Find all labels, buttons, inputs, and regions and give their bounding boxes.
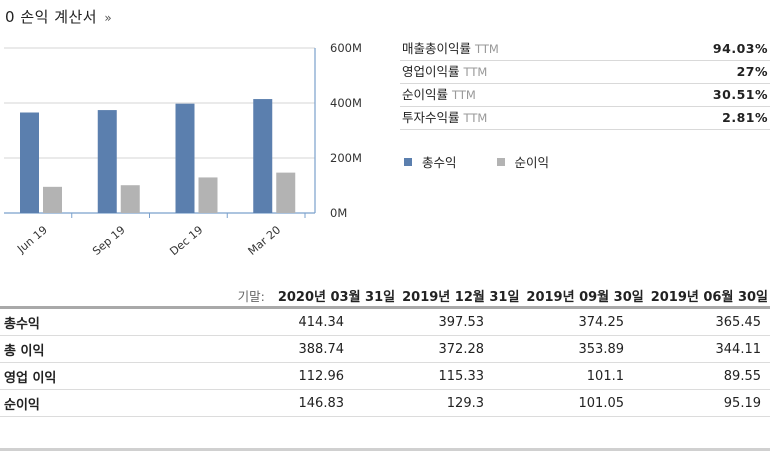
cell-value: 372.28	[438, 341, 485, 357]
legend-label: 순이익	[514, 155, 550, 170]
cell-value: 388.74	[298, 341, 345, 357]
cell-value: 95.19	[723, 395, 761, 411]
column-header: 2020년 03월 31일	[277, 289, 396, 305]
y-tick-label: 0M	[330, 206, 347, 220]
y-tick-label: 600M	[330, 41, 362, 55]
row-label: 총수익	[4, 316, 40, 332]
bar-net-income	[120, 185, 140, 213]
ratio-row-gross-margin: 매출총이익률 TTM 94.03%	[400, 38, 770, 61]
title-bullet: 0	[5, 8, 16, 26]
table-row: 순이익 146.83 129.3 101.05 95.19	[0, 390, 770, 417]
ratio-row-net-margin: 순이익률 TTM 30.51%	[400, 84, 770, 107]
chart-legend: 총수익 순이익	[404, 152, 589, 171]
cell-value: 344.11	[715, 341, 762, 357]
ratio-value: 27%	[736, 64, 768, 79]
x-tick-label: Dec 19	[167, 223, 205, 258]
ratio-ttm: TTM	[452, 88, 476, 102]
income-table: 기말: 2020년 03월 31일 2019년 12월 31일 2019년 09…	[0, 284, 770, 417]
ratio-ttm: TTM	[475, 42, 499, 56]
cell-value: 414.34	[298, 314, 345, 330]
ratio-row-roi: 투자수익률 TTM 2.81%	[400, 107, 770, 130]
cell-value: 374.25	[578, 314, 625, 330]
column-header: 2019년 06월 30일	[650, 289, 768, 305]
bar-revenue	[253, 99, 273, 213]
row-label: 영업 이익	[4, 370, 57, 386]
y-tick-label: 200M	[330, 151, 362, 165]
y-tick-label: 400M	[330, 96, 362, 110]
ratio-value: 30.51%	[712, 87, 768, 102]
cell-value: 101.1	[586, 368, 624, 384]
x-tick-label: Sep 19	[90, 223, 128, 258]
ratio-ttm: TTM	[463, 65, 488, 79]
bar-revenue	[175, 103, 195, 213]
cell-value: 89.55	[723, 368, 761, 384]
column-header: 2019년 12월 31일	[402, 289, 520, 305]
bar-revenue	[97, 110, 117, 213]
bar-net-income	[276, 172, 296, 213]
cell-value: 101.05	[578, 395, 625, 411]
legend-swatch-net-income	[496, 157, 505, 166]
ratio-label: 매출총이익률	[402, 41, 472, 56]
cell-value: 115.33	[438, 368, 485, 384]
table-header: 기말: 2020년 03월 31일 2019년 12월 31일 2019년 09…	[0, 284, 770, 309]
ratio-label: 투자수익률	[402, 110, 460, 125]
legend-item-net-income[interactable]: 순이익	[496, 152, 550, 171]
cell-value: 112.96	[298, 368, 345, 384]
cell-value: 397.53	[438, 314, 485, 330]
row-label: 총 이익	[4, 343, 45, 359]
column-header: 2019년 09월 30일	[526, 289, 644, 305]
bar-revenue	[20, 112, 39, 213]
legend-swatch-revenue	[404, 157, 412, 166]
cell-value: 365.45	[715, 314, 762, 330]
ratio-value: 94.03%	[712, 41, 768, 56]
table-row: 영업 이익 112.96 115.33 101.1 89.55	[0, 363, 770, 390]
bar-net-income	[43, 186, 62, 213]
bar-net-income	[198, 177, 218, 213]
table-row: 총 이익 388.74 372.28 353.89 344.11	[0, 336, 770, 363]
ratio-row-operating-margin: 영업이익률 TTM 27%	[400, 61, 770, 84]
cell-value: 353.89	[578, 341, 625, 357]
income-chart: 0M 200M 400M 600M Jun 19 Sep 19 Dec 19 Mar 20	[4, 41, 362, 258]
ratio-label: 순이익률	[402, 87, 449, 102]
chevron-right-icon[interactable]: »	[104, 11, 113, 25]
cell-value: 129.3	[446, 395, 484, 411]
x-tick-label: Mar 20	[246, 223, 284, 258]
bottom-divider	[0, 448, 770, 451]
row-label: 순이익	[4, 397, 40, 413]
legend-item-revenue[interactable]: 총수익	[404, 152, 457, 171]
ratio-label: 영업이익률	[402, 64, 460, 79]
table-row: 총수익 414.34 397.53 374.25 365.45	[0, 309, 770, 336]
legend-label: 총수익	[422, 155, 457, 170]
x-tick-label: Jun 19	[14, 223, 50, 256]
period-prefix: 기말:	[237, 288, 265, 304]
ratio-list: 매출총이익률 TTM 94.03% 영업이익률 TTM 27% 순이익률 TTM 30…	[400, 38, 770, 130]
ratio-value: 2.81%	[722, 110, 768, 125]
cell-value: 146.83	[298, 395, 345, 411]
ratio-ttm: TTM	[463, 111, 488, 125]
title-text: 손익 계산서	[20, 8, 98, 26]
section-title: 0 손익 계산서 »	[5, 6, 112, 27]
